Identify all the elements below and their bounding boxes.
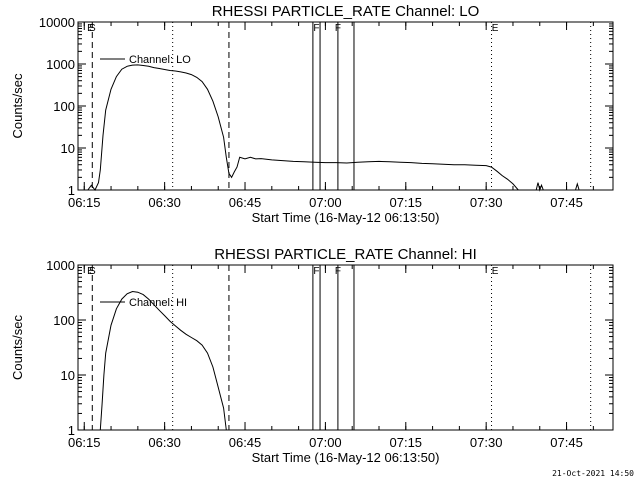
chart-title: RHESSI PARTICLE_RATE Channel: LO: [212, 3, 480, 20]
plot-frame: [77, 21, 614, 191]
x-tick-label: 06:15: [68, 195, 101, 210]
x-tick-label: 06:15: [68, 435, 101, 450]
y-tick-label: 10: [61, 141, 75, 156]
marker-label: E: [492, 23, 499, 34]
x-tick-label: 07:15: [390, 195, 423, 210]
series-line: [99, 290, 227, 431]
x-tick-label: 07:00: [309, 195, 342, 210]
y-tick-label: 100: [53, 313, 75, 328]
x-axis-label: Start Time (16-May-12 06:13:50): [252, 450, 440, 465]
x-tick-label: 06:45: [229, 195, 262, 210]
y-tick-label: 10000: [39, 15, 75, 30]
y-axis-label: Counts/sec: [10, 314, 25, 380]
y-axis-label: Counts/sec: [10, 73, 25, 139]
y-tick-label: 1: [68, 423, 75, 438]
y-tick-label: 1: [68, 183, 75, 198]
legend-label: Channel: HI: [129, 297, 187, 309]
y-tick-label: 10: [61, 368, 75, 383]
x-tick-label: 06:45: [229, 435, 262, 450]
marker-label: S: [89, 23, 96, 34]
x-tick-label: 07:15: [390, 435, 423, 450]
marker-label: F: [335, 266, 341, 277]
marker-label: E: [492, 266, 499, 277]
chart-title: RHESSI PARTICLE_RATE Channel: HI: [214, 246, 477, 263]
y-tick-label: 1000: [46, 258, 75, 273]
legend-label: Channel: LO: [129, 54, 191, 66]
x-tick-label: 06:30: [148, 435, 181, 450]
marker-label: E: [87, 266, 94, 277]
marker-label: F: [335, 23, 341, 34]
x-tick-label: 07:00: [309, 435, 342, 450]
timestamp-label: 21-Oct-2021 14:50: [552, 469, 634, 478]
y-tick-label: 100: [53, 99, 75, 114]
chart-panel-2: RHESSI PARTICLE_RATE Channel: HI Counts/s…: [10, 246, 614, 465]
marker-label: E: [87, 23, 94, 34]
x-tick-label: 07:30: [470, 195, 503, 210]
x-tick-label: 06:30: [148, 195, 181, 210]
y-tick-label: 1000: [46, 57, 75, 72]
series-line: [87, 64, 580, 192]
x-tick-label: 07:45: [550, 435, 583, 450]
plot-frame: [77, 264, 614, 431]
x-axis-label: Start Time (16-May-12 06:13:50): [252, 210, 440, 225]
marker-label: F: [313, 23, 319, 34]
marker-label: S: [89, 266, 96, 277]
chart-panel-1: RHESSI PARTICLE_RATE Channel: LO Counts/s…: [10, 3, 614, 225]
marker-label: F: [313, 266, 319, 277]
x-tick-label: 07:45: [550, 195, 583, 210]
x-tick-label: 07:30: [470, 435, 503, 450]
